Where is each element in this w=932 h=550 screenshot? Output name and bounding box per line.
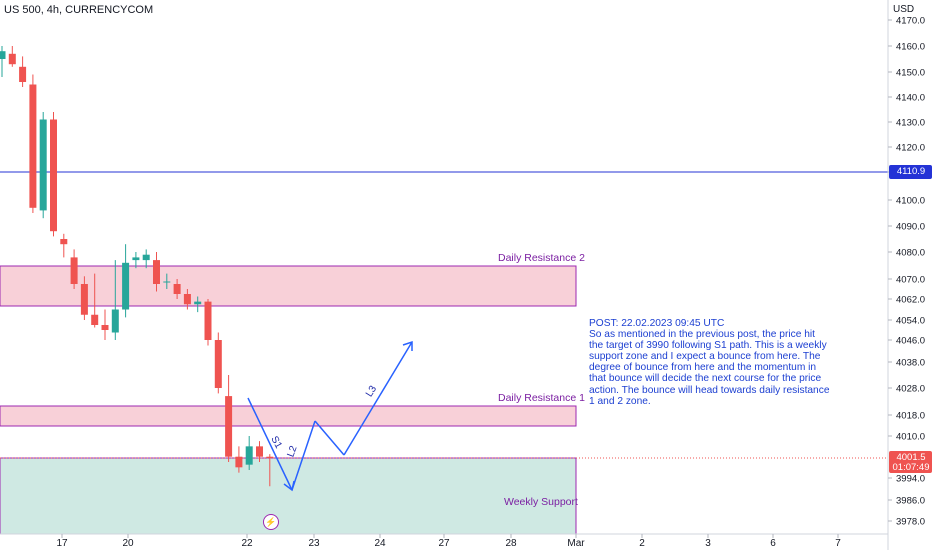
xtick-label: 27: [438, 538, 450, 549]
ytick-label: 4120.0: [896, 143, 925, 154]
last-price-tag-bg: [889, 451, 932, 473]
candle[interactable]: [60, 233, 68, 258]
zone-daily-resistance-2[interactable]: [0, 265, 577, 307]
candle[interactable]: [235, 446, 243, 473]
note-line: So as mentioned in the previous post, th…: [589, 329, 815, 341]
hline-price-tag-bg: [889, 165, 932, 179]
ytick-label: 3994.0: [896, 474, 925, 485]
note-line: that bounce will decide the next course …: [589, 373, 822, 385]
xtick-label: 24: [374, 538, 386, 549]
ytick-label: 4160.0: [896, 42, 925, 53]
wave-l2-leg: [291, 420, 316, 491]
candle[interactable]: [142, 249, 150, 269]
candle[interactable]: [153, 252, 160, 292]
candle[interactable]: [132, 252, 140, 269]
wave-l3-leg: [343, 341, 413, 456]
wave-s1-leg: [247, 397, 293, 491]
xtick-label: 3: [705, 538, 711, 549]
last-price-tag: 4001.5: [896, 452, 926, 463]
label-weekly-support: Weekly Support: [504, 496, 578, 508]
ytick-label: 4090.0: [896, 222, 925, 233]
ytick-label: 4170.0: [896, 16, 925, 27]
candle[interactable]: [70, 249, 78, 289]
note-line: action. The bounce will head towards dai…: [589, 384, 830, 396]
ytick-label: 4100.0: [896, 196, 925, 207]
note-line: the target of 3990 following S1 path. Th…: [589, 340, 827, 352]
xtick-label: 28: [505, 538, 517, 549]
analysis-note[interactable]: POST: 22.02.2023 09:45 UTC So as mention…: [589, 318, 835, 407]
candle[interactable]: [173, 279, 181, 299]
arrowhead-up: [402, 340, 413, 351]
label-daily-resistance-1: Daily Resistance 1: [498, 392, 585, 404]
candle[interactable]: [214, 332, 222, 394]
note-line: 1 and 2 zone.: [589, 395, 651, 407]
xtick-label: 7: [835, 538, 841, 549]
candle[interactable]: [256, 441, 263, 462]
candle[interactable]: [50, 112, 57, 237]
candle[interactable]: [245, 436, 253, 470]
hline-price-tag[interactable]: 4110.9: [896, 166, 926, 177]
ytick-label: 3978.0: [896, 517, 925, 528]
lightning-icon[interactable]: ⚡: [263, 514, 279, 530]
bar-countdown: 01:07:49: [892, 462, 930, 473]
candle[interactable]: [8, 46, 16, 67]
note-line: degree of bounce from here and the momen…: [589, 362, 817, 374]
candle[interactable]: [204, 299, 212, 346]
note-line: POST: 22.02.2023 09:45 UTC: [589, 318, 725, 329]
xtick-label: 22: [241, 538, 253, 549]
ytick-label: 4080.0: [896, 248, 925, 259]
label-daily-resistance-2: Daily Resistance 2: [498, 252, 585, 264]
candle[interactable]: [122, 244, 130, 318]
xtick-label: 23: [308, 538, 320, 549]
ytick-label: 3986.0: [896, 496, 925, 507]
note-line: support zone and I expect a bounce from …: [589, 351, 821, 363]
chart-title: US 500, 4h, CURRENCYCOM: [4, 4, 154, 16]
xtick-label: 6: [770, 538, 776, 549]
ytick-label: 4046.0: [896, 336, 925, 347]
candle[interactable]: [91, 273, 99, 328]
candle[interactable]: [0, 46, 6, 77]
ytick-label: 4062.0: [896, 295, 925, 306]
xtick-label: 20: [122, 538, 134, 549]
ytick-label: 4010.0: [896, 432, 925, 443]
candle[interactable]: [39, 112, 47, 219]
candle[interactable]: [111, 260, 119, 340]
ytick-label: 4150.0: [896, 68, 925, 79]
ytick-label: 4070.0: [896, 275, 925, 286]
candle[interactable]: [19, 56, 27, 87]
candle[interactable]: [163, 273, 171, 289]
wave-s-leg: [314, 420, 345, 456]
zone-daily-resistance-1[interactable]: [0, 405, 577, 427]
ytick-label: 4018.0: [896, 411, 925, 422]
candle[interactable]: [101, 309, 109, 341]
ytick-label: 4028.0: [896, 384, 925, 395]
currency-label: USD: [893, 4, 915, 15]
candle[interactable]: [29, 74, 37, 214]
candle[interactable]: [183, 289, 191, 310]
arrowhead-down: [283, 480, 295, 492]
ytick-label: 4140.0: [896, 93, 925, 104]
zone-weekly-support[interactable]: [0, 457, 577, 535]
xtick-label: 17: [56, 538, 68, 549]
wave-projection[interactable]: [247, 340, 413, 492]
candle[interactable]: [266, 454, 274, 487]
ytick-label: 4054.0: [896, 316, 925, 327]
candle[interactable]: [80, 276, 88, 320]
ytick-label: 4130.0: [896, 118, 925, 129]
xtick-label: Mar: [567, 538, 585, 549]
xtick-label: 2: [639, 538, 645, 549]
candle[interactable]: [225, 375, 233, 462]
ytick-label: 4038.0: [896, 358, 925, 369]
candle[interactable]: [194, 296, 202, 313]
